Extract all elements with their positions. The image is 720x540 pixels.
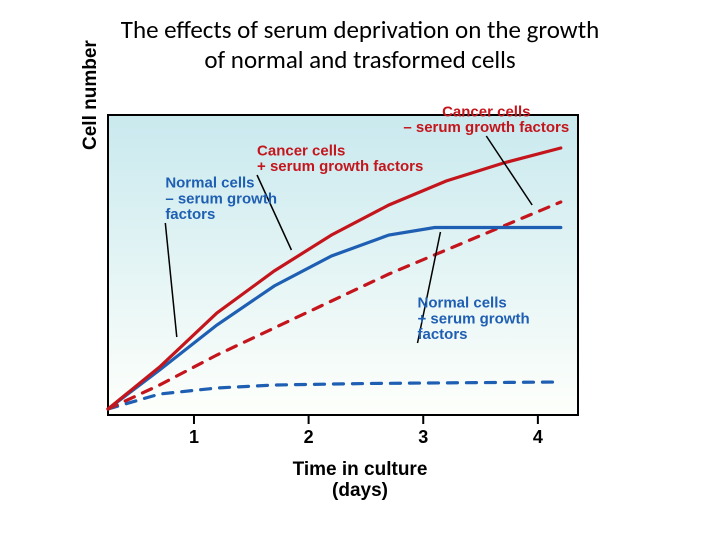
x-tick-label: 1 xyxy=(189,427,199,447)
x-tick-label: 3 xyxy=(418,427,428,447)
x-axis-label-line1: Time in culture xyxy=(293,459,428,480)
title-line-1: The effects of serum deprivation on the … xyxy=(121,14,599,45)
x-tick-label: 4 xyxy=(533,427,543,447)
chart-container: 1234Cancer cells+ serum growth factorsCa… xyxy=(70,105,620,495)
x-tick-label: 2 xyxy=(304,427,314,447)
title-line-2: of normal and trasformed cells xyxy=(204,44,515,75)
x-axis-label: Time in culture (days) xyxy=(0,460,720,502)
growth-chart: 1234Cancer cells+ serum growth factorsCa… xyxy=(70,105,620,495)
annotation-cancer_minus: Cancer cells– serum growth factors xyxy=(403,105,569,136)
page-title: The effects of serum deprivation on the … xyxy=(0,15,720,75)
x-axis-label-line2: (days) xyxy=(332,480,388,501)
